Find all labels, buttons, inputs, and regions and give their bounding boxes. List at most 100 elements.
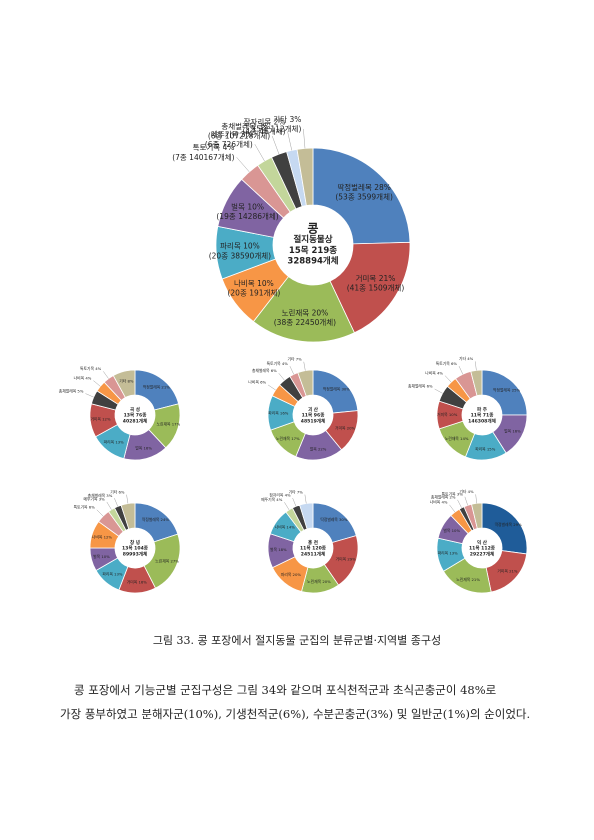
slice-percent: 5% — [77, 388, 83, 393]
slice-percent: 12% — [104, 534, 113, 539]
slice-detail: (41종 1509개체) — [347, 283, 405, 293]
slice-percent: 6% — [271, 368, 277, 373]
leader-line — [106, 501, 112, 510]
slice-percent: 30% — [341, 386, 350, 391]
slice-label: 메뚜기목 3% — [211, 130, 253, 139]
slice-label: 딱정벌레목 30% — [323, 386, 351, 391]
slice-label: 기타 3% — [273, 115, 301, 124]
slice-name: 총채벌레목 — [88, 493, 106, 498]
slice-name: 딱정벌레목 — [143, 385, 161, 390]
slice-percent: 3% — [241, 130, 253, 139]
leader-line — [292, 497, 297, 507]
slice-label: 파리목 20% — [281, 572, 302, 577]
slice-name: 딱정벌레목 — [142, 517, 160, 522]
slice-percent: 6% — [451, 361, 457, 366]
donut-slice — [329, 241, 411, 334]
slice-name: 메뚜기목 — [261, 497, 275, 502]
slice-name: 거미목 — [335, 425, 346, 430]
slice-label: 메뚜기목 4% — [261, 497, 283, 502]
donut-slice — [471, 502, 483, 530]
slice-label: 파리목 10% — [220, 242, 260, 251]
slice-percent: 28% — [374, 183, 391, 192]
slice-name: 잠자리목 — [269, 493, 283, 498]
leader-line — [475, 361, 477, 371]
donut-slice — [481, 369, 528, 416]
slice-percent: 10% — [452, 528, 461, 533]
slice-percent: 7% — [296, 357, 302, 362]
slice-percent: 18% — [278, 547, 287, 552]
center-label: 11목 71종 — [471, 412, 495, 419]
leader-line — [457, 499, 462, 508]
leader-line — [289, 366, 294, 375]
slice-name: 딱정벌레목 — [320, 517, 338, 522]
center-label: 146308개체 — [468, 417, 496, 424]
slice-label: 벌목 16% — [135, 446, 152, 451]
slice-label: 딱정벌레목 30% — [320, 517, 348, 522]
center-label: 11목 112종 — [469, 545, 496, 552]
slice-name: 톡토기목 — [436, 361, 450, 366]
slice-label: 벌목 10% — [231, 201, 264, 211]
slice-label: 벌목 10% — [443, 528, 460, 533]
slice-name: 딱정벌레목 — [337, 182, 372, 192]
slice-name: 기타 — [288, 357, 295, 362]
slice-percent: 3% — [106, 493, 112, 498]
figure-caption: 그림 33. 콩 포장에서 절지동물 군집의 분류군별·지역별 종구성 — [152, 634, 442, 647]
slice-label: 기타 8% — [119, 378, 134, 383]
slice-label: 나비목 4% — [74, 375, 92, 380]
slice-name: 벌목 — [504, 429, 511, 434]
slice-percent: 4% — [468, 489, 474, 494]
slice-percent: 21% — [471, 577, 480, 582]
center-label: 89993개체 — [123, 550, 147, 557]
donut-slice — [120, 502, 136, 530]
slice-name: 기타 — [273, 115, 287, 124]
slice-name: 거미목 — [497, 569, 508, 574]
center-label: 40281개체 — [123, 417, 147, 424]
slice-percent: 10% — [243, 242, 260, 251]
slice-label: 거미목 21% — [497, 569, 518, 574]
slice-name: 벌목 — [135, 446, 142, 451]
slice-percent: 10% — [101, 554, 110, 559]
slice-percent: 20% — [322, 579, 331, 584]
leader-line — [303, 361, 306, 371]
slice-detail: (19종 14286개체) — [216, 211, 278, 221]
slice-name: 총채벌레목 — [431, 495, 449, 500]
slice-name: 거미목 — [336, 557, 347, 562]
slice-name: 메뚜기목 — [211, 130, 239, 139]
slice-percent: 4% — [95, 366, 101, 371]
slice-label: 거미목 16% — [127, 580, 148, 585]
slice-detail: (6종 726개체) — [205, 139, 253, 149]
donut-slice — [297, 369, 314, 397]
slice-name: 나비목 — [74, 375, 85, 380]
slice-label: 잠자리목 2% — [244, 116, 286, 126]
slice-label: 딱정벌레목 28% — [337, 182, 391, 192]
slice-label: 노린재목 17% — [276, 436, 300, 441]
slice-percent: 27% — [170, 558, 179, 563]
leader-line — [284, 502, 290, 510]
slice-percent: 12% — [102, 416, 111, 421]
slice-percent: 14% — [460, 436, 469, 441]
slice-detail: (53종 3599개체) — [335, 192, 393, 202]
slice-percent: 4% — [282, 361, 288, 366]
slice-name: 벌목 — [310, 446, 317, 451]
slice-label: 나비목 10% — [234, 279, 274, 288]
center-label: 괴 산 — [308, 406, 319, 413]
slice-name: 파리목 — [104, 439, 115, 444]
slice-label: 잠자리목 4% — [269, 493, 291, 498]
donut-slice — [299, 502, 314, 530]
slice-percent: 6% — [89, 505, 95, 510]
slice-name: 노린재목 — [155, 558, 169, 563]
slice-percent: 2% — [274, 117, 286, 126]
center-label: 콩 — [308, 222, 319, 236]
leader-line — [464, 496, 468, 506]
slice-percent: 16% — [512, 429, 521, 434]
slice-detail: (20종 191개체) — [227, 288, 280, 298]
center-label: 13목 76종 — [124, 412, 148, 419]
slice-percent: 20% — [312, 308, 329, 317]
slice-label: 거미목 21% — [356, 274, 396, 283]
slice-name: 벌목 — [443, 528, 450, 533]
slice-name: 총채벌레목 — [59, 388, 77, 393]
slice-label: 벌목 18% — [270, 547, 287, 552]
center-label: 곡 성 — [130, 406, 140, 413]
slice-percent: 10% — [257, 279, 274, 288]
slice-percent: 3% — [289, 115, 301, 124]
